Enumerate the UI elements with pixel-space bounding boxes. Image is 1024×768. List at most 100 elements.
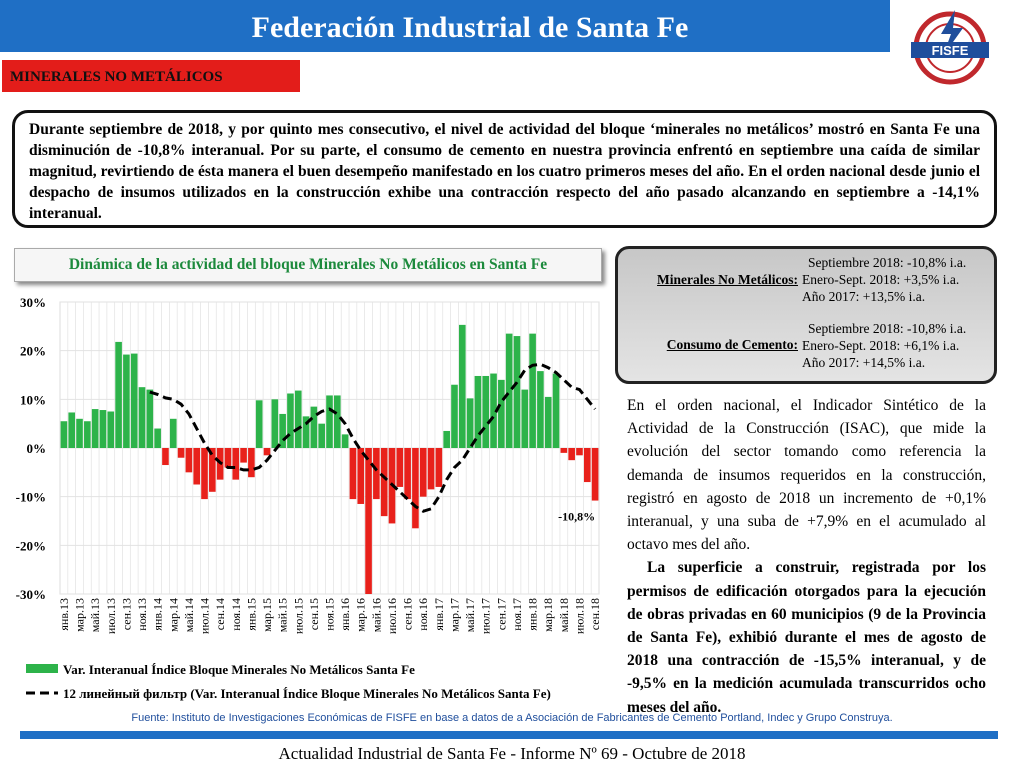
x-tick-label: мар.14 xyxy=(166,598,180,632)
legend-label: Var. Interanual Índice Bloque Minerales … xyxy=(63,662,415,677)
x-tick-label: ноя.16 xyxy=(416,598,430,631)
y-tick-label: 30% xyxy=(20,295,46,310)
bar xyxy=(201,448,208,500)
bar xyxy=(162,448,169,466)
bar xyxy=(357,448,365,504)
bar xyxy=(68,412,76,448)
bar xyxy=(365,448,372,594)
x-tick-label: ноя.13 xyxy=(135,598,149,631)
logo-text: FISFE xyxy=(932,43,969,58)
x-tick-label: июл.17 xyxy=(479,598,493,634)
footer-bar xyxy=(20,731,998,739)
chart: 30%20%10%0%-10%-20%-30%янв.13 мар.13 май.1… xyxy=(16,295,602,701)
footer: Actualidad Industrial de Santa Fe - Info… xyxy=(278,744,746,763)
bar xyxy=(451,384,458,448)
bar xyxy=(240,448,247,463)
x-tick-label: июл.16 xyxy=(385,598,399,634)
bar xyxy=(209,448,216,492)
bar xyxy=(271,399,279,448)
bar xyxy=(443,430,450,448)
x-tick-label: май.16 xyxy=(369,598,383,632)
bar xyxy=(373,448,380,500)
bar xyxy=(412,448,419,529)
x-tick-label: янв.16 xyxy=(338,598,352,631)
bar xyxy=(505,333,513,448)
bar xyxy=(458,324,466,448)
bar xyxy=(419,448,427,497)
summary-group: Minerales No Metálicos: Septiembre 2018: … xyxy=(626,255,986,315)
bar xyxy=(255,400,263,448)
bar xyxy=(130,353,138,448)
bar xyxy=(380,448,388,517)
summary-name: Minerales No Metálicos: xyxy=(657,272,798,287)
summary-line: Año 2017: +13,5% i.a. xyxy=(802,289,926,304)
bar xyxy=(482,375,490,448)
bar xyxy=(427,448,435,490)
x-tick-label: май.14 xyxy=(182,598,196,632)
x-tick-label: июл.15 xyxy=(291,598,305,634)
summary-line: Enero-Sept. 2018: +3,5% i.a. xyxy=(802,272,960,287)
x-tick-label: сен.13 xyxy=(119,598,133,630)
bar xyxy=(60,421,68,448)
x-tick-label: янв.17 xyxy=(432,598,446,631)
bar xyxy=(435,448,443,487)
bar xyxy=(76,418,83,448)
x-tick-label: мар.18 xyxy=(541,598,555,632)
bar xyxy=(583,448,591,483)
bar xyxy=(177,448,185,458)
bar xyxy=(318,423,325,448)
bar xyxy=(396,448,404,487)
bar xyxy=(146,389,154,448)
legend-label: 12 линейный фильтр (Var. Interanual Índi… xyxy=(63,686,551,701)
source: Fuente: Instituto de Investigaciones Eco… xyxy=(131,712,893,724)
bar xyxy=(576,448,583,456)
bar xyxy=(466,398,474,448)
bar xyxy=(154,428,161,448)
bar xyxy=(91,409,99,448)
bar xyxy=(185,448,193,473)
right-text: En el orden nacional, el Indicador Sinté… xyxy=(627,394,986,719)
bar xyxy=(169,418,177,448)
summary-line: Septiembre 2018: -10,8% i.a. xyxy=(808,255,967,270)
bar xyxy=(537,371,544,448)
y-tick-label: 10% xyxy=(20,392,46,407)
summary-line: Año 2017: +14,5% i.a. xyxy=(802,355,926,370)
bar xyxy=(326,395,333,448)
x-tick-label: ноя.17 xyxy=(510,598,524,631)
bar xyxy=(498,379,505,448)
bar xyxy=(279,413,286,448)
x-tick-label: сен.16 xyxy=(401,598,415,630)
bar xyxy=(193,448,201,485)
bar xyxy=(232,448,240,480)
bar xyxy=(490,373,497,448)
bar xyxy=(474,375,482,448)
x-tick-label: июл.14 xyxy=(198,598,212,634)
bar xyxy=(263,448,271,456)
summary-group: Consumo de Cemento: Septiembre 2018: -10,… xyxy=(626,321,986,385)
y-tick-label: -20% xyxy=(16,538,46,553)
value-label: -10,8% xyxy=(558,510,595,524)
bar xyxy=(294,390,302,448)
y-tick-label: -30% xyxy=(16,587,46,602)
bar xyxy=(513,336,521,448)
paragraph: En el orden nacional, el Indicador Sinté… xyxy=(627,397,986,554)
bar xyxy=(560,448,568,453)
paragraph: La superficie a construir, registrada po… xyxy=(627,559,986,716)
bar xyxy=(529,333,536,448)
intro-text: Durante septiembre de 2018, y por quinto… xyxy=(12,110,997,228)
bar xyxy=(591,448,599,501)
summary-name: Consumo de Cemento: xyxy=(666,337,798,352)
filter-line xyxy=(149,362,597,513)
y-tick-label: 0% xyxy=(27,441,47,456)
x-tick-label: июл.13 xyxy=(104,598,118,634)
x-tick-label: сен.14 xyxy=(213,598,227,630)
x-tick-label: сен.15 xyxy=(307,598,321,630)
bar xyxy=(107,411,115,448)
bar xyxy=(310,406,318,448)
summary-line: Septiembre 2018: -10,8% i.a. xyxy=(808,321,967,336)
y-tick-label: 20% xyxy=(20,344,46,359)
logo: FISFE xyxy=(911,10,989,85)
bar xyxy=(552,373,560,448)
x-tick-label: сен.18 xyxy=(588,598,602,630)
legend-swatch xyxy=(26,664,58,673)
